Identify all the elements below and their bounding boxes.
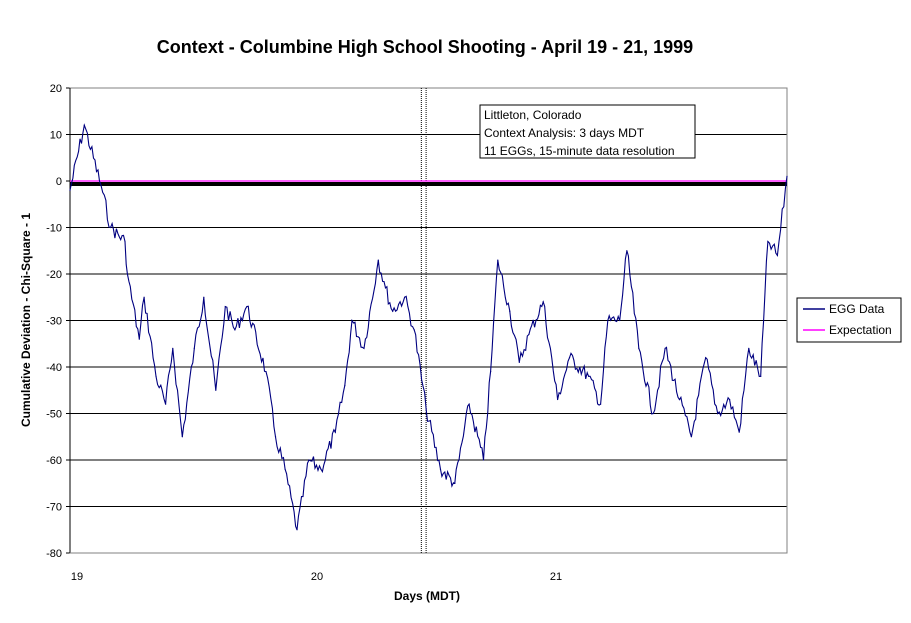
egg-data-point	[234, 329, 236, 331]
egg-data-point	[384, 287, 387, 289]
egg-data-point	[224, 305, 226, 308]
egg-data-point	[193, 347, 195, 349]
egg-data-point	[425, 408, 427, 410]
x-axis-label: Days (MDT)	[394, 589, 460, 603]
egg-data-point	[377, 259, 379, 261]
egg-data-point	[165, 403, 167, 405]
y-tick-label: -30	[46, 316, 62, 328]
y-axis-ticks: 20 10 0 -10 -20 -30 -40 -50 -60 -70 -80	[46, 83, 70, 560]
egg-data-point	[607, 319, 609, 322]
egg-data-point	[284, 468, 286, 470]
legend-label-egg-data: EGG Data	[829, 302, 885, 316]
y-tick-label: 0	[56, 176, 62, 188]
egg-data-point	[760, 375, 762, 377]
egg-data-point	[705, 357, 707, 359]
series-egg-data-line	[69, 123, 788, 531]
egg-data-point	[748, 347, 750, 349]
egg-data-point	[143, 296, 145, 298]
egg-data-point	[155, 375, 157, 377]
egg-data-point	[126, 273, 128, 275]
annotation-line-2: Context Analysis: 3 days MDT	[484, 126, 645, 140]
egg-data-point	[363, 347, 365, 349]
egg-data-point	[786, 175, 788, 177]
egg-data-point	[439, 468, 442, 470]
egg-data-point	[588, 375, 590, 377]
egg-data-point	[246, 305, 248, 308]
egg-data-point	[542, 301, 544, 303]
egg-data-point	[664, 347, 666, 349]
y-tick-label: -40	[46, 362, 62, 374]
egg-data-point	[509, 310, 511, 312]
egg-data-point	[320, 468, 322, 470]
egg-data-point	[468, 403, 470, 405]
x-tick-label: 21	[550, 571, 562, 583]
y-tick-label: 20	[50, 83, 62, 95]
egg-data-point	[556, 398, 559, 401]
egg-data-point	[351, 319, 353, 322]
egg-data-point	[274, 436, 277, 438]
egg-data-point	[738, 431, 740, 433]
y-tick-label: -70	[46, 502, 62, 514]
egg-data-point	[776, 254, 779, 256]
egg-data-point	[413, 329, 415, 331]
egg-data-point	[334, 431, 336, 433]
egg-data-point	[203, 296, 205, 298]
egg-data-point	[678, 398, 681, 401]
event-markers	[420, 88, 427, 553]
egg-data-point	[652, 412, 654, 415]
y-tick-label: -10	[46, 223, 62, 235]
egg-data-point	[638, 347, 640, 349]
egg-data-point	[490, 371, 492, 373]
egg-data-point	[215, 389, 217, 391]
y-tick-label: -80	[46, 548, 62, 560]
series-group	[69, 123, 788, 531]
egg-data-point	[599, 403, 602, 405]
y-tick-label: -20	[46, 269, 62, 281]
gridlines	[70, 134, 787, 507]
annotation-line-3: 11 EGGs, 15-minute data resolution	[484, 144, 675, 158]
egg-data-point	[392, 310, 394, 312]
x-tick-label: 19	[71, 571, 83, 583]
y-axis-label: Cumulative Deviation - Chi-Square - 1	[19, 213, 33, 427]
egg-data-point	[528, 333, 530, 336]
annotation-line-1: Littleton, Colorado	[484, 108, 582, 122]
egg-data-point	[767, 240, 769, 243]
y-tick-label: -60	[46, 455, 62, 467]
egg-data-point	[138, 338, 140, 340]
x-axis-ticks: 19 20 21	[71, 571, 562, 583]
zero-baseline-bar	[70, 182, 787, 186]
egg-data-point	[482, 459, 485, 461]
egg-data-point	[124, 240, 126, 243]
egg-data-point	[404, 296, 406, 298]
egg-data-point	[344, 385, 346, 387]
egg-data-point	[454, 482, 456, 484]
egg-data-point	[626, 250, 628, 252]
legend-label-expectation: Expectation	[829, 323, 892, 337]
egg-data-point	[568, 357, 571, 359]
egg-data-point	[69, 189, 71, 191]
egg-data-point	[110, 226, 112, 229]
egg-data-point	[296, 529, 298, 531]
egg-data-point	[497, 259, 499, 261]
egg-data-point	[83, 124, 85, 126]
egg-data-point	[308, 459, 310, 461]
egg-data-point	[717, 412, 719, 415]
x-tick-label: 20	[311, 571, 323, 583]
chart-title: Context - Columbine High School Shooting…	[157, 37, 693, 57]
annotation-box: Littleton, Colorado Context Analysis: 3 …	[479, 104, 696, 159]
y-tick-label: 10	[50, 130, 62, 142]
egg-data-point	[100, 185, 102, 187]
y-tick-label: -50	[46, 409, 62, 421]
egg-data-point	[619, 319, 621, 322]
egg-data-point	[690, 436, 693, 438]
egg-data-point	[265, 371, 267, 373]
egg-data-point	[518, 361, 520, 363]
egg-data-point	[172, 347, 174, 349]
egg-data-point	[181, 436, 183, 438]
egg-data-point	[729, 398, 731, 401]
legend: EGG Data Expectation	[796, 297, 902, 343]
